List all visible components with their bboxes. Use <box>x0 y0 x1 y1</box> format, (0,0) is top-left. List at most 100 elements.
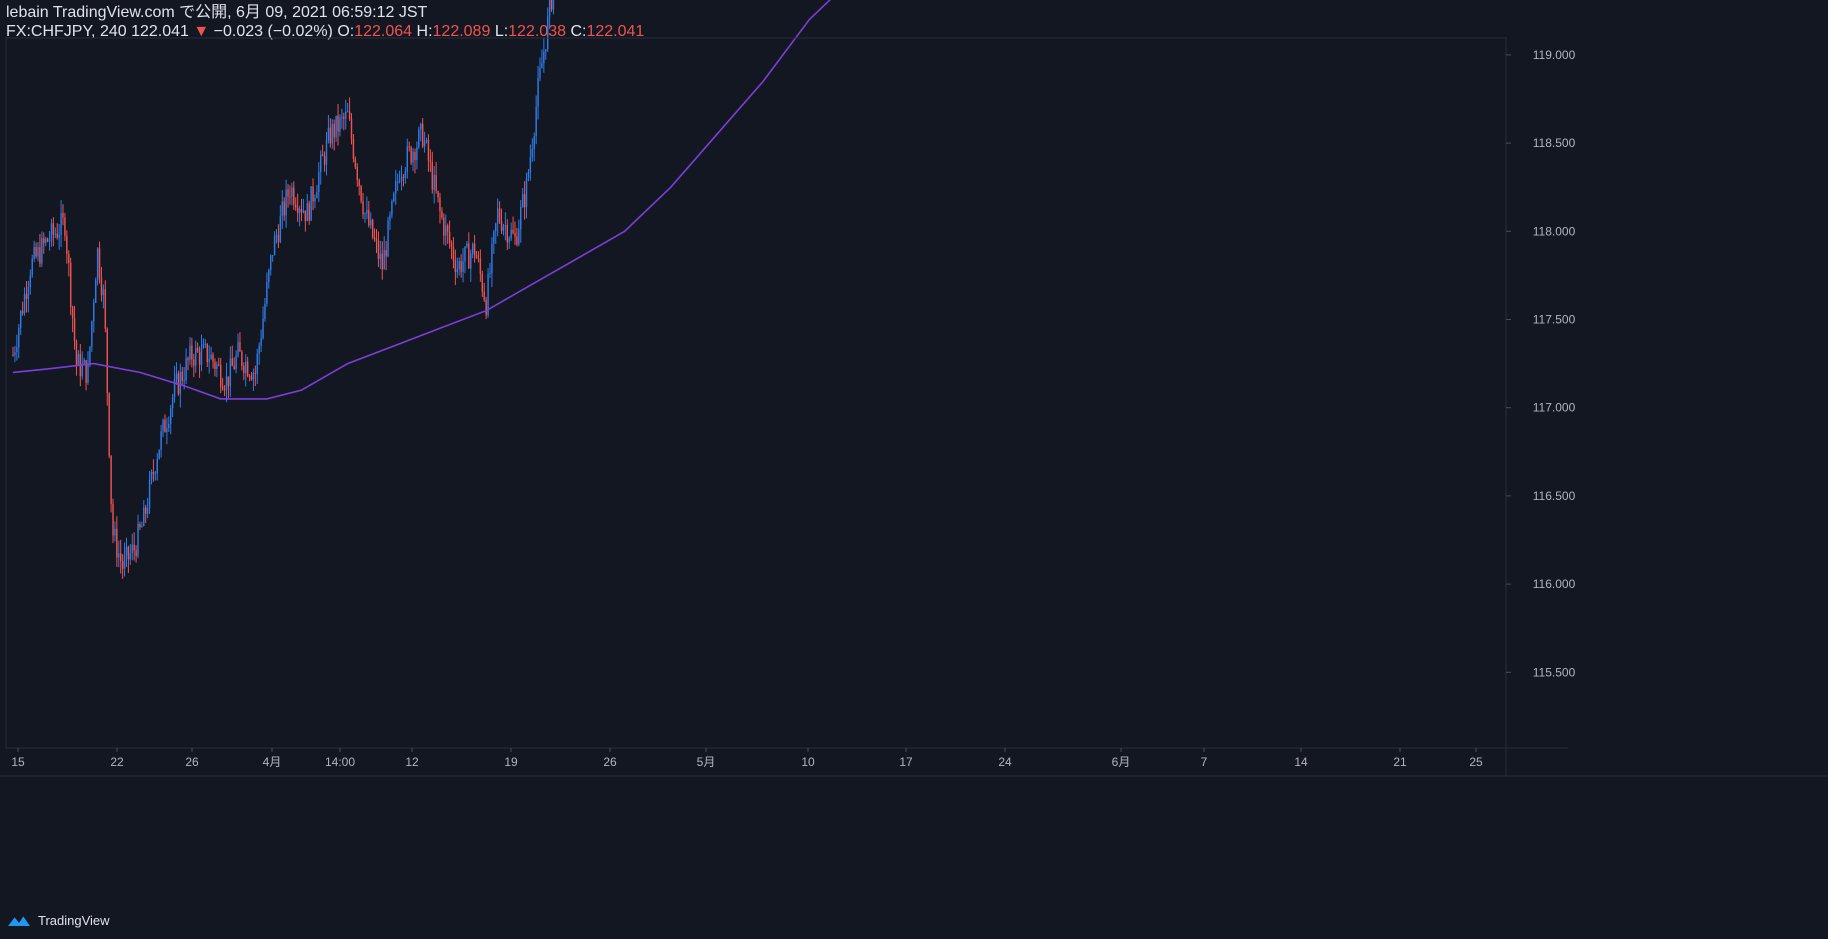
time-tick-label: 15 <box>11 755 25 769</box>
candle-body <box>298 209 301 213</box>
candle-body <box>146 508 149 514</box>
candle-body <box>258 345 260 354</box>
candle-body <box>458 261 460 270</box>
candle-body <box>158 449 160 459</box>
candle-body <box>510 229 512 239</box>
candle-body <box>193 359 195 366</box>
candle-body <box>66 235 68 255</box>
candle-body <box>454 260 457 273</box>
candle-body <box>181 371 183 381</box>
candle-body <box>393 193 395 201</box>
candle-body <box>12 354 14 356</box>
candle-body <box>398 180 401 182</box>
candle-body <box>137 523 139 556</box>
candle-body <box>485 299 487 316</box>
candle-body <box>21 311 24 314</box>
candle-body <box>239 342 241 352</box>
candle-body <box>221 386 224 390</box>
candle-body <box>518 229 520 245</box>
candle-body <box>160 431 162 450</box>
candle-body <box>533 136 535 149</box>
candle-body <box>227 376 230 387</box>
candle-body <box>248 376 251 378</box>
tradingview-brand[interactable]: TradingView <box>38 912 110 928</box>
candle-body <box>219 364 222 387</box>
candle-body <box>348 111 351 120</box>
candle-body <box>144 507 147 514</box>
candle-body <box>433 175 435 190</box>
candle-body <box>127 546 130 560</box>
candle-body <box>246 361 249 377</box>
candle-body <box>293 187 295 205</box>
candle-body <box>366 209 368 214</box>
candle-body <box>218 364 220 366</box>
price-tick-label: 118.500 <box>1533 136 1576 150</box>
time-tick-label: 6月 <box>1112 755 1131 769</box>
candle-body <box>68 254 70 263</box>
candle-body <box>73 318 76 342</box>
candle-body <box>214 361 216 369</box>
candle-body <box>31 258 33 276</box>
candle-body <box>506 225 509 243</box>
time-tick-label: 24 <box>998 755 1012 769</box>
candle-body <box>150 471 153 480</box>
candle-body <box>325 140 328 165</box>
candle-body <box>508 238 510 243</box>
candle-body <box>102 289 105 296</box>
candle-body <box>273 235 276 256</box>
candle-body <box>41 238 43 264</box>
candle-body <box>396 181 399 183</box>
candle-body <box>241 351 243 366</box>
candle-body <box>329 127 332 144</box>
candle-body <box>83 360 85 364</box>
candle-body <box>425 140 428 142</box>
candle-body <box>119 553 122 562</box>
candle-body <box>358 179 360 186</box>
time-tick-label: 22 <box>110 755 124 769</box>
tradingview-cloud-icon[interactable] <box>6 912 32 928</box>
candle-body <box>402 176 405 178</box>
candle-body <box>493 231 495 244</box>
candle-body <box>473 243 476 255</box>
candle-body <box>550 0 553 10</box>
candle-body <box>460 261 462 272</box>
candle-body <box>19 311 22 328</box>
candle-body <box>489 273 491 275</box>
candle-body <box>264 303 266 319</box>
candle-body <box>225 376 228 390</box>
ohlc-line: FX:CHFJPY, 240 122.041 ▼ −0.023 (−0.02%)… <box>6 23 644 42</box>
plot-border <box>5 37 1507 749</box>
candle-body <box>168 423 170 429</box>
candle-body <box>320 154 322 173</box>
candle-body <box>189 345 191 361</box>
candle-body <box>539 68 541 78</box>
candle-body <box>77 353 80 365</box>
candle-body <box>287 189 289 197</box>
candle-body <box>545 49 547 52</box>
candle-body <box>475 254 478 259</box>
candle-body <box>379 253 382 259</box>
price-tick-label: 117.000 <box>1533 401 1576 415</box>
candle-body <box>164 419 166 433</box>
chart-header: lebain TradingView.com で公開, 6月 09, 2021 … <box>6 4 644 42</box>
candle-body <box>387 220 389 257</box>
candle-body <box>154 473 157 475</box>
candle-body <box>464 246 466 262</box>
candle-body <box>279 215 282 242</box>
candle-body <box>141 525 143 528</box>
time-tick-label: 14:00 <box>325 755 355 769</box>
candle-body <box>56 233 58 238</box>
price-tick-label: 118.000 <box>1533 224 1576 238</box>
candle-body <box>27 287 30 299</box>
candle-body <box>529 156 532 173</box>
candle-body <box>331 123 333 144</box>
candle-body <box>33 246 35 259</box>
candle-body <box>87 363 89 383</box>
time-tick-label: 17 <box>899 755 913 769</box>
candle-body <box>446 225 449 232</box>
moving-average <box>12 0 831 400</box>
candle-body <box>198 351 201 365</box>
candles <box>12 0 555 579</box>
candle-body <box>471 243 474 254</box>
